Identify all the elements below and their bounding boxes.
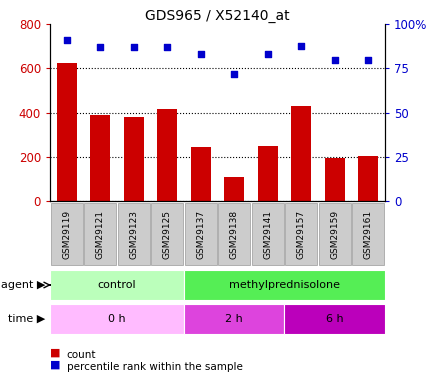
- FancyBboxPatch shape: [251, 203, 283, 266]
- Text: time ▶: time ▶: [8, 314, 46, 324]
- Point: [331, 57, 338, 63]
- FancyBboxPatch shape: [218, 203, 250, 266]
- Text: count: count: [66, 351, 96, 360]
- Point: [364, 57, 371, 63]
- Text: GSM29125: GSM29125: [162, 210, 171, 259]
- Bar: [357, 156, 378, 201]
- Point: [264, 51, 271, 57]
- Point: [130, 44, 137, 50]
- Point: [297, 42, 304, 48]
- Point: [63, 37, 70, 43]
- Title: GDS965 / X52140_at: GDS965 / X52140_at: [145, 9, 289, 23]
- Text: GSM29161: GSM29161: [363, 210, 372, 259]
- Bar: [157, 109, 177, 201]
- FancyBboxPatch shape: [84, 203, 116, 266]
- Text: GSM29137: GSM29137: [196, 210, 205, 259]
- Text: GSM29157: GSM29157: [296, 210, 305, 259]
- Bar: [224, 177, 244, 201]
- FancyBboxPatch shape: [285, 203, 316, 266]
- Bar: [123, 117, 144, 201]
- Text: GSM29121: GSM29121: [95, 210, 105, 259]
- Text: ■: ■: [50, 360, 60, 369]
- Text: GSM29138: GSM29138: [229, 210, 238, 259]
- Bar: [290, 106, 311, 201]
- Text: GSM29141: GSM29141: [263, 210, 272, 259]
- FancyBboxPatch shape: [118, 203, 149, 266]
- Text: GSM29123: GSM29123: [129, 210, 138, 259]
- Text: agent ▶: agent ▶: [1, 280, 46, 290]
- FancyBboxPatch shape: [50, 270, 184, 300]
- Text: 0 h: 0 h: [108, 314, 125, 324]
- FancyBboxPatch shape: [318, 203, 350, 266]
- Text: percentile rank within the sample: percentile rank within the sample: [66, 363, 242, 372]
- Bar: [90, 115, 110, 201]
- FancyBboxPatch shape: [284, 304, 384, 334]
- Point: [164, 44, 171, 50]
- Text: 2 h: 2 h: [225, 314, 243, 324]
- Bar: [324, 158, 344, 201]
- FancyBboxPatch shape: [352, 203, 383, 266]
- Text: methylprednisolone: methylprednisolone: [228, 280, 339, 290]
- FancyBboxPatch shape: [50, 304, 184, 334]
- FancyBboxPatch shape: [51, 203, 82, 266]
- Point: [97, 44, 104, 50]
- Bar: [257, 146, 277, 201]
- Bar: [56, 63, 77, 201]
- Text: control: control: [98, 280, 136, 290]
- Text: ■: ■: [50, 348, 60, 357]
- Text: GSM29159: GSM29159: [329, 210, 339, 259]
- Text: 6 h: 6 h: [325, 314, 343, 324]
- Point: [197, 51, 204, 57]
- FancyBboxPatch shape: [184, 270, 384, 300]
- FancyBboxPatch shape: [151, 203, 183, 266]
- FancyBboxPatch shape: [184, 304, 284, 334]
- Text: GSM29119: GSM29119: [62, 210, 71, 259]
- Point: [230, 71, 237, 77]
- Bar: [190, 147, 210, 201]
- FancyBboxPatch shape: [184, 203, 216, 266]
